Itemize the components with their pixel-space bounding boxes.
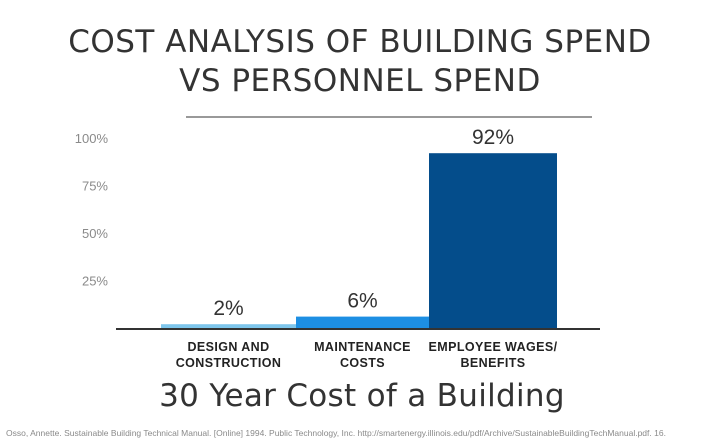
y-tick-label: 25% — [82, 274, 108, 289]
category-label: BENEFITS — [460, 356, 525, 370]
category-label: EMPLOYEE WAGES/ — [429, 340, 558, 354]
y-tick-label: 75% — [82, 179, 108, 194]
bars — [161, 153, 557, 328]
bar — [429, 153, 557, 328]
category-label: DESIGN AND — [187, 340, 269, 354]
bar-value-label: 6% — [347, 290, 377, 313]
category-label: COSTS — [340, 356, 385, 370]
data-labels: 2% 6% 92% — [213, 126, 514, 320]
bar-value-label: 92% — [472, 126, 514, 149]
category-label: MAINTENANCE — [314, 340, 411, 354]
bar — [161, 324, 296, 328]
source-citation: Osso, Annette. Sustainable Building Tech… — [6, 428, 666, 438]
chart-subtitle: 30 Year Cost of a Building — [159, 378, 565, 414]
category-labels: DESIGN AND CONSTRUCTION MAINTENANCE COSTS EM… — [176, 340, 558, 370]
y-tick-label: 50% — [82, 226, 108, 241]
chart-title-line-2: VS PERSONNEL SPEND — [179, 63, 541, 99]
category-label: CONSTRUCTION — [176, 356, 282, 370]
y-axis-ticks: 25% 50% 75% 100% — [75, 131, 109, 289]
bar — [296, 316, 429, 328]
bar-value-label: 2% — [213, 297, 243, 320]
chart-title-line-1: COST ANALYSIS OF BUILDING SPEND — [68, 24, 652, 60]
y-tick-label: 100% — [75, 131, 109, 146]
